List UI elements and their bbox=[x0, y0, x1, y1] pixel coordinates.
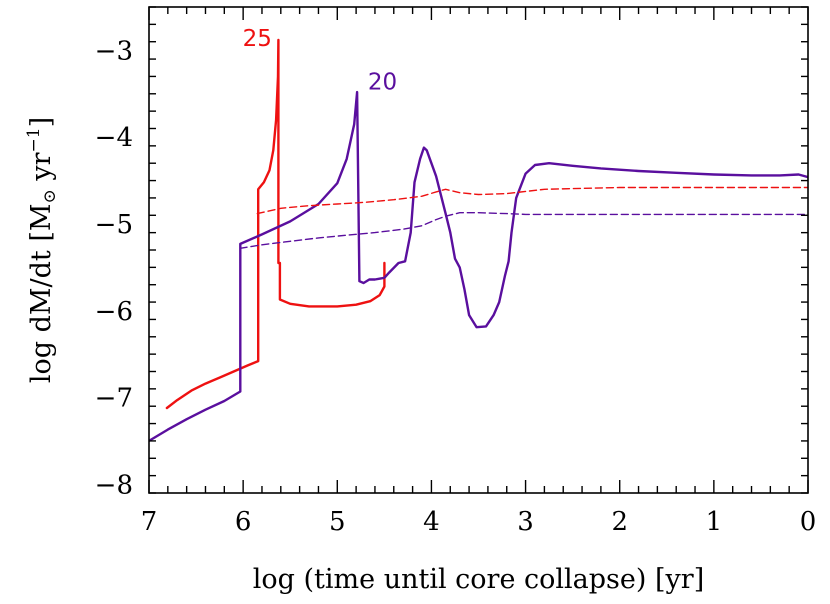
tick-labels-layer: 7 6 5 4 3 2 1 0 −8 −7 −6 −5 −4 −3 bbox=[95, 36, 817, 537]
annotations-layer: 25 20 bbox=[243, 26, 397, 95]
series-line-1 bbox=[149, 90, 808, 443]
y-tick-label: −7 bbox=[95, 384, 133, 414]
y-tick-label: −3 bbox=[95, 36, 133, 66]
y-tick-label: −8 bbox=[95, 470, 133, 500]
x-tick-label: 7 bbox=[141, 507, 158, 537]
y-axis-label: log dM/dt [M⊙ yr−1] bbox=[24, 117, 60, 383]
x-tick-label: 0 bbox=[800, 507, 817, 537]
series-layer bbox=[149, 38, 808, 443]
dashed-series-line-2 bbox=[256, 186, 808, 215]
y-axis-label-mid: yr bbox=[26, 152, 57, 189]
dashed-series-line-3 bbox=[239, 212, 808, 393]
series-label-25: 25 bbox=[243, 26, 272, 52]
series-label-20: 20 bbox=[368, 69, 397, 95]
x-tick-label: 5 bbox=[329, 507, 346, 537]
sun-symbol: ⊙ bbox=[40, 189, 60, 203]
ticks-layer bbox=[148, 6, 809, 494]
y-tick-label: −4 bbox=[95, 123, 133, 153]
x-tick-label: 2 bbox=[611, 507, 628, 537]
x-axis-label: log (time until core collapse) [yr] bbox=[253, 564, 704, 595]
plot-frame bbox=[148, 6, 809, 494]
x-tick-label: 4 bbox=[423, 507, 440, 537]
x-tick-label: 3 bbox=[517, 507, 534, 537]
y-axis-label-post: ] bbox=[26, 117, 57, 128]
x-tick-label: 1 bbox=[706, 507, 723, 537]
x-tick-label: 6 bbox=[235, 507, 252, 537]
y-tick-label: −5 bbox=[95, 210, 133, 240]
y-axis-label-pre: log dM/dt [M bbox=[26, 203, 57, 383]
series-line-0 bbox=[165, 38, 386, 410]
y-tick-label: −6 bbox=[95, 297, 133, 327]
y-axis-label-sup: −1 bbox=[24, 127, 44, 152]
